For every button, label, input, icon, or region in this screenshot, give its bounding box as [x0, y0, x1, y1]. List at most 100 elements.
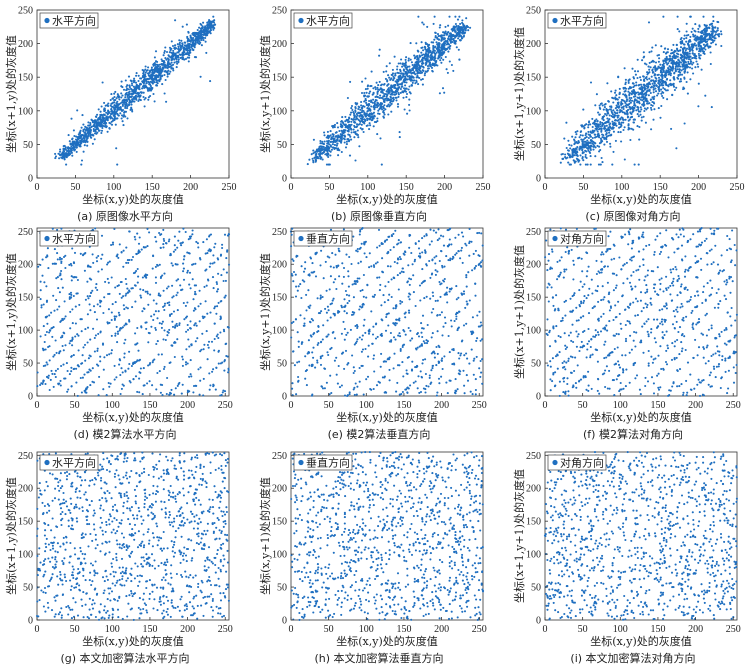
data-point [49, 378, 52, 381]
data-point [45, 256, 48, 259]
data-point [610, 106, 613, 109]
data-point [650, 75, 653, 78]
data-point [60, 278, 63, 281]
data-point [360, 104, 363, 107]
data-point [118, 243, 121, 246]
data-point [607, 121, 610, 124]
data-point [642, 115, 645, 118]
data-point [579, 147, 582, 150]
data-point [204, 300, 207, 303]
data-point [607, 100, 610, 103]
data-point [448, 60, 451, 63]
data-point [587, 123, 590, 126]
data-point [383, 113, 386, 116]
data-point [454, 41, 457, 44]
data-point [408, 69, 412, 72]
data-point [344, 124, 348, 128]
data-point [110, 108, 113, 111]
data-point [611, 96, 614, 99]
data-point [192, 39, 195, 43]
data-point [702, 43, 705, 46]
data-point [383, 82, 386, 86]
data-point [89, 133, 92, 136]
data-point [199, 75, 202, 78]
data-point [227, 371, 230, 374]
data-point [310, 153, 313, 156]
data-point [163, 272, 166, 275]
data-point [92, 261, 95, 264]
data-point [162, 246, 165, 249]
data-point [594, 146, 597, 149]
data-point [317, 157, 320, 160]
data-point [395, 96, 398, 99]
data-point [198, 34, 201, 38]
data-point [577, 159, 580, 162]
data-point [181, 25, 184, 28]
data-point [437, 35, 440, 38]
data-point [133, 77, 136, 80]
data-point [439, 24, 442, 27]
data-point [668, 83, 671, 86]
data-point [460, 27, 463, 30]
data-point [74, 142, 77, 145]
data-point [312, 152, 315, 155]
data-point [714, 43, 717, 46]
data-point [424, 48, 427, 51]
data-point [162, 367, 166, 371]
data-point [601, 136, 604, 139]
y-tick-label: 250 [272, 6, 287, 17]
data-point [419, 60, 422, 63]
data-point [642, 100, 645, 103]
data-point [621, 99, 624, 102]
data-point [622, 128, 625, 132]
data-point [221, 246, 224, 250]
data-point [212, 287, 215, 290]
data-point [632, 95, 636, 98]
data-point [99, 113, 102, 116]
data-point [66, 146, 69, 149]
data-point [213, 337, 216, 341]
data-point [575, 152, 578, 155]
data-point [420, 54, 424, 57]
data-point [121, 104, 124, 107]
data-point [678, 80, 681, 83]
data-point [614, 139, 617, 142]
data-point [121, 383, 124, 386]
data-point [589, 155, 592, 158]
data-point [357, 107, 360, 111]
data-point [86, 280, 89, 283]
data-point [346, 129, 349, 133]
data-point [686, 71, 689, 74]
data-point [709, 37, 712, 40]
data-point [195, 37, 198, 40]
data-point [94, 227, 97, 230]
data-point [697, 30, 700, 33]
data-point [662, 84, 665, 87]
data-point [690, 60, 693, 63]
data-point [379, 101, 382, 105]
data-point [428, 50, 431, 54]
data-point [417, 68, 420, 71]
data-point [408, 85, 411, 88]
data-point [204, 25, 207, 28]
data-point [679, 73, 682, 76]
data-point [387, 99, 390, 102]
data-point [75, 150, 78, 153]
data-point [227, 263, 231, 266]
data-point [37, 265, 40, 268]
data-point [363, 105, 366, 108]
data-point [675, 44, 678, 47]
data-point [126, 259, 129, 262]
data-point [152, 92, 155, 96]
data-point [347, 121, 350, 124]
data-point [165, 100, 168, 103]
data-point [563, 137, 566, 140]
data-point [680, 55, 683, 58]
data-point [395, 92, 398, 95]
data-point [326, 130, 329, 133]
data-point [159, 76, 162, 79]
data-point [222, 279, 225, 283]
data-point [598, 104, 601, 107]
data-point [154, 236, 157, 239]
data-point [125, 89, 128, 92]
